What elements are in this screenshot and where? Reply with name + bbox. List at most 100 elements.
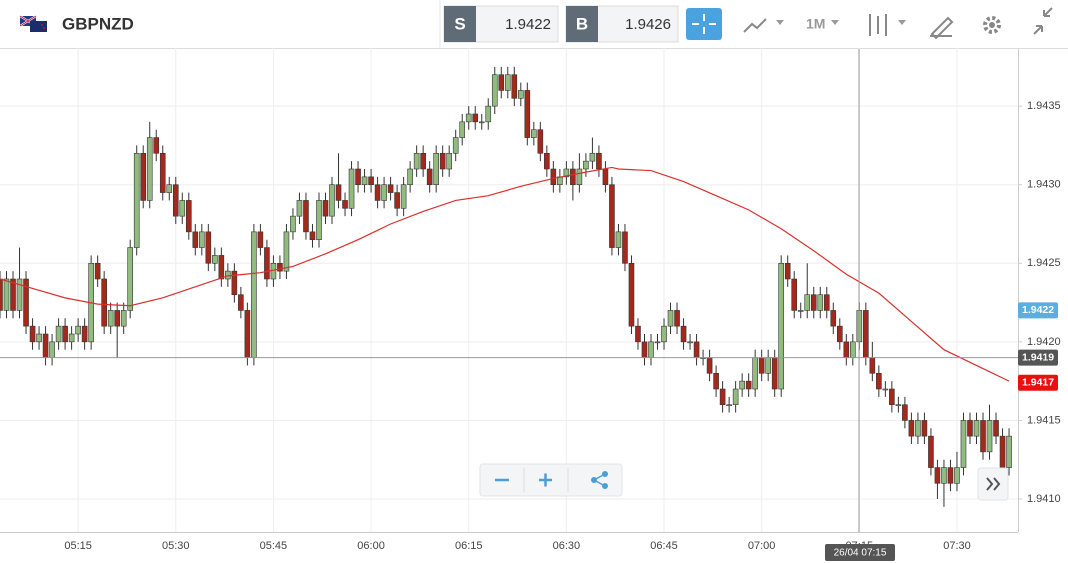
candle-body — [29, 325, 36, 343]
candle-body — [205, 231, 212, 264]
candle-body — [752, 357, 758, 390]
candle-body — [120, 310, 127, 327]
candle-body — [348, 168, 355, 209]
candle-body — [641, 341, 648, 358]
candle-body — [895, 404, 902, 407]
candle-body — [368, 176, 374, 186]
candle-body — [550, 168, 557, 186]
x-tick-label: 07:00 — [748, 540, 776, 552]
zoom-in-button[interactable] — [539, 473, 552, 487]
candle-body — [628, 262, 635, 327]
candle-body — [804, 294, 811, 311]
candle-body — [882, 388, 889, 391]
candle-body — [3, 278, 10, 311]
x-tick-label: 06:15 — [455, 540, 483, 552]
candle-body — [485, 105, 492, 123]
sell-price: 1.9422 — [505, 16, 551, 33]
candle-body — [199, 231, 205, 248]
candle-body — [36, 333, 42, 343]
buy-label: B — [576, 14, 588, 33]
candle-body — [674, 310, 680, 327]
candle-body — [797, 310, 804, 312]
candle-body — [420, 152, 426, 170]
candle-body — [0, 278, 3, 311]
candle-body — [941, 467, 947, 484]
candle-body — [680, 325, 687, 343]
candle-body — [16, 278, 23, 311]
candle-body — [973, 420, 980, 437]
x-tick-label: 06:00 — [357, 540, 385, 552]
candle-body — [212, 255, 218, 264]
candle-body — [960, 420, 967, 468]
candle-body — [329, 184, 335, 217]
candle-body — [159, 152, 166, 193]
candle-body — [537, 129, 544, 154]
y-tick-label: 1.9435 — [1027, 100, 1061, 112]
y-tick-label: 1.9415 — [1027, 414, 1061, 426]
candle-body — [231, 270, 238, 296]
x-tick-label: 05:30 — [162, 540, 190, 552]
candle-body — [928, 435, 934, 468]
dropdown-arrow — [831, 20, 839, 25]
candle-body — [244, 310, 251, 358]
candle-body — [498, 74, 505, 91]
x-tick-label: 05:15 — [64, 540, 92, 552]
candle-body — [713, 372, 719, 390]
indicators-button[interactable] — [869, 14, 887, 36]
candle-body — [381, 184, 387, 201]
candle-body — [459, 121, 466, 138]
candle-body — [758, 357, 765, 374]
candle-body — [114, 310, 120, 327]
candle-body — [921, 420, 928, 437]
candle-body — [133, 152, 140, 248]
draw-button[interactable] — [930, 16, 954, 40]
candle-body — [544, 152, 550, 170]
candle-body — [791, 278, 798, 311]
candle-body — [342, 200, 348, 209]
candle-body — [947, 467, 954, 484]
candle-body — [452, 137, 459, 154]
grid — [0, 48, 1018, 532]
candle-body — [75, 325, 81, 335]
candle-body — [23, 278, 29, 327]
candle-body — [387, 184, 394, 193]
sell-badge — [444, 6, 476, 42]
settings-button[interactable] — [983, 16, 1001, 34]
dropdown-arrow — [898, 20, 906, 25]
candle-body — [303, 200, 309, 233]
candle-body — [576, 168, 583, 186]
timeframe-button[interactable]: 1M — [806, 16, 825, 32]
candle-body — [967, 420, 973, 437]
candle-body — [309, 231, 316, 241]
candle-body — [908, 420, 915, 437]
symbol: GBPNZD — [62, 14, 134, 33]
candle-body — [81, 325, 88, 343]
crosshair-button[interactable] — [686, 8, 722, 40]
candle-body — [192, 231, 199, 248]
candle-body — [478, 121, 485, 124]
x-tick-label: 06:45 — [650, 540, 678, 552]
collapse-button[interactable] — [1033, 7, 1053, 35]
share-button[interactable] — [591, 471, 608, 489]
candle-body — [999, 435, 1006, 468]
candle-body — [413, 152, 420, 170]
candle-body — [465, 113, 472, 123]
crosshair-icon — [692, 14, 716, 34]
candle-body — [524, 90, 531, 138]
candle-body — [153, 137, 160, 154]
candle-body — [823, 294, 830, 311]
crosshair-time-box — [825, 544, 895, 561]
candle-body — [771, 357, 778, 390]
chart-type-button[interactable] — [743, 18, 767, 33]
candle-body — [491, 74, 498, 107]
candle-body — [335, 184, 342, 201]
candle-body — [55, 325, 62, 343]
candle-body — [511, 74, 518, 99]
candle-body — [810, 294, 817, 311]
candle-body — [719, 388, 726, 406]
candle-body — [49, 341, 55, 358]
scroll-icon — [986, 477, 1001, 491]
y-tick-label: 1.9425 — [1027, 257, 1061, 269]
candle-body — [869, 357, 876, 374]
candle-body — [726, 404, 732, 407]
